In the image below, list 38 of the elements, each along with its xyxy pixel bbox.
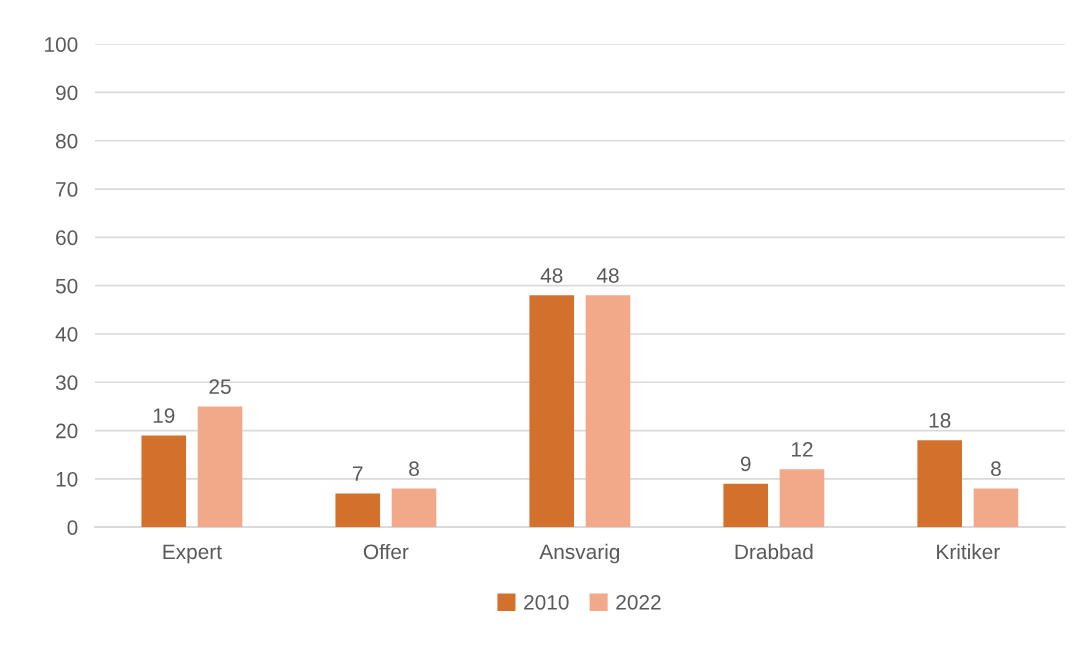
y-tick-label: 60 (56, 230, 78, 246)
x-tick-label: Expert (163, 544, 222, 564)
y-tick-label: 70 (56, 182, 78, 197)
data-label: 19 (153, 408, 175, 423)
bar (973, 488, 1019, 528)
y-tick-label: 0 (67, 520, 78, 535)
data-label: 9 (740, 456, 751, 472)
x-tick-label: Ansvarig (539, 543, 620, 564)
y-tick-label: 40 (55, 326, 78, 342)
x-tick-label: Kritiker (937, 543, 1000, 560)
legend-label: 2022 (616, 594, 661, 610)
bar (723, 483, 769, 528)
y-tick-label: 30 (55, 375, 78, 391)
data-label: 7 (353, 466, 363, 481)
data-label: 25 (209, 379, 231, 394)
bar (335, 493, 381, 528)
bar (779, 469, 825, 528)
bar (141, 435, 187, 528)
data-label: 12 (791, 442, 813, 457)
bar (585, 295, 631, 528)
y-tick-label: 80 (55, 133, 78, 149)
bar (917, 440, 963, 528)
bar (197, 406, 243, 528)
y-tick-label: 10 (56, 471, 78, 487)
bar (529, 295, 575, 528)
y-tick-label: 90 (56, 85, 78, 101)
x-tick-label: Offer (363, 543, 409, 560)
y-tick-label: 100 (45, 37, 78, 52)
x-tick-label: Drabbad (735, 543, 813, 560)
legend-label: 2010 (524, 594, 569, 610)
data-label: 8 (409, 461, 419, 477)
data-label: 18 (929, 413, 951, 428)
data-label: 48 (540, 268, 563, 283)
bar (391, 488, 437, 528)
y-tick-label: 50 (55, 278, 78, 294)
data-label: 48 (596, 268, 619, 283)
data-label: 8 (991, 461, 1001, 477)
y-tick-label: 20 (56, 423, 78, 439)
